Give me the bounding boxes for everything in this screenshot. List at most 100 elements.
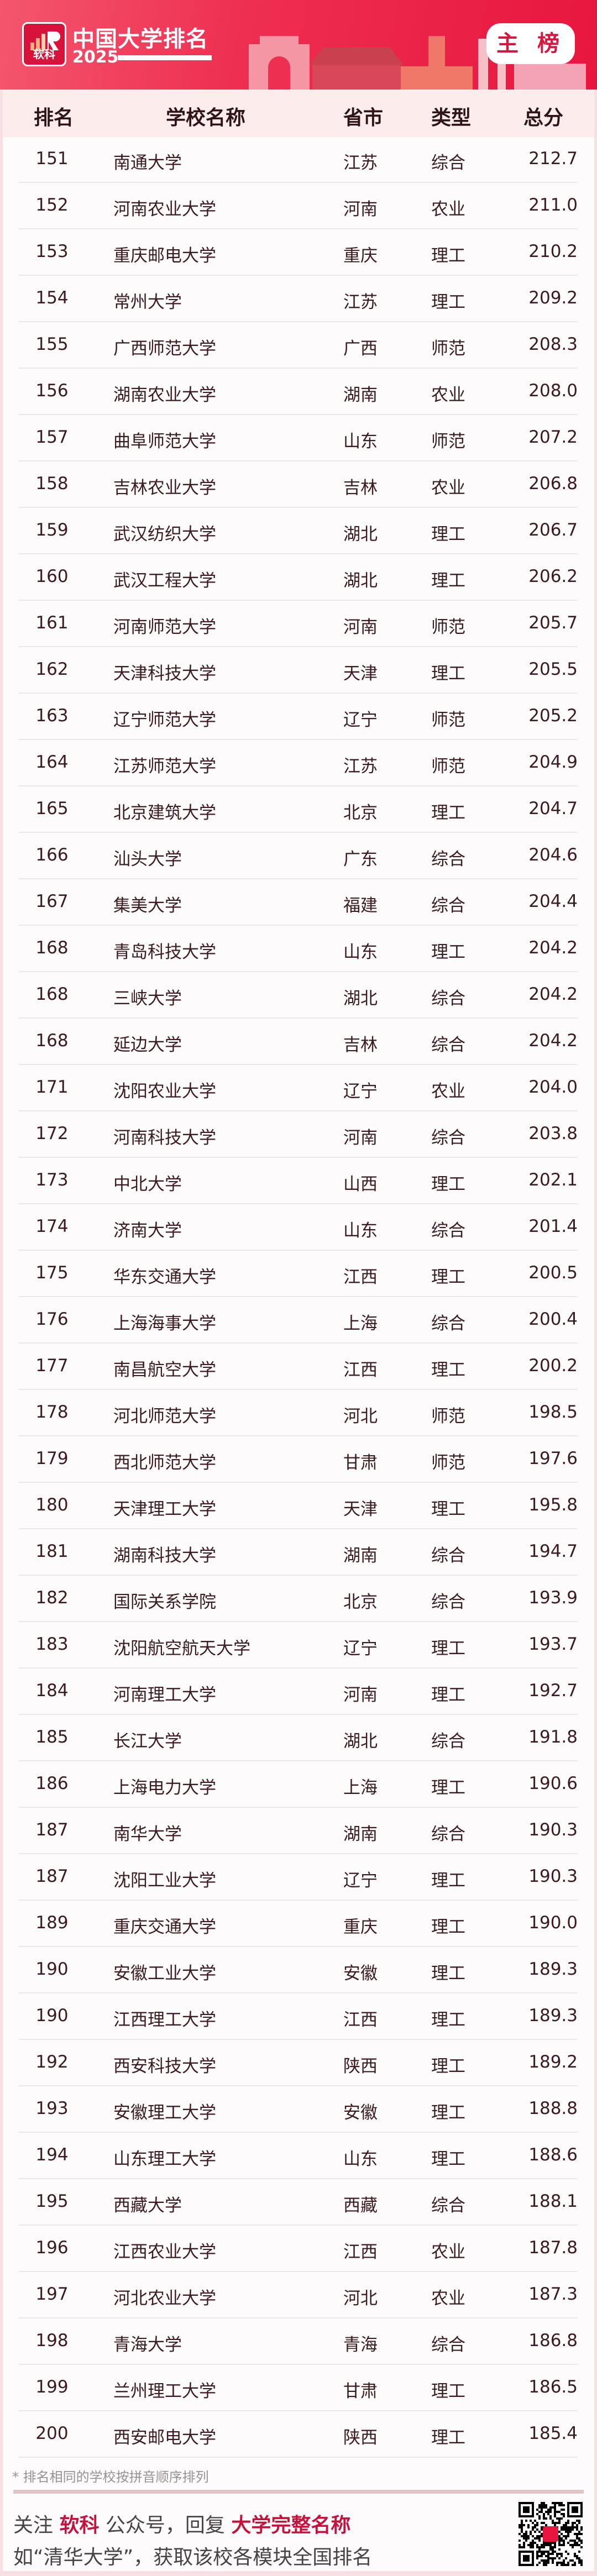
type-cell: 综合 xyxy=(431,2196,465,2216)
table-row: 160 武汉工程大学 湖北 理工 206.2 xyxy=(19,554,578,601)
province-cell: 河北 xyxy=(343,1407,378,1426)
rank-cell: 185 xyxy=(35,1727,69,1747)
type-cell: 理工 xyxy=(431,2428,465,2448)
type-cell: 理工 xyxy=(431,2149,465,2169)
type-cell: 师范 xyxy=(431,710,465,730)
province-cell: 山东 xyxy=(343,1221,378,1241)
province-cell: 湖北 xyxy=(343,1732,378,1751)
table-row: 159 武汉纺织大学 湖北 理工 206.7 xyxy=(19,508,578,554)
type-cell: 综合 xyxy=(431,2335,465,2355)
school-name-cell: 吉林农业大学 xyxy=(113,478,216,498)
table-row: 158 吉林农业大学 吉林 农业 206.8 xyxy=(19,461,578,508)
table-row: 152 河南农业大学 河南 农业 211.0 xyxy=(19,183,578,229)
column-header-rank: 排名 xyxy=(33,107,74,129)
score-cell: 204.9 xyxy=(528,752,578,772)
score-cell: 204.2 xyxy=(528,1031,578,1051)
rank-cell: 176 xyxy=(35,1309,69,1329)
type-cell: 师范 xyxy=(431,1407,465,1426)
score-cell: 189.2 xyxy=(528,2052,578,2072)
school-name-cell: 江西理工大学 xyxy=(113,2010,216,2030)
type-cell: 理工 xyxy=(431,2056,465,2076)
table-row: 190 安徽工业大学 安徽 理工 189.3 xyxy=(19,1947,578,1993)
bar-chart-logo-icon xyxy=(30,32,60,50)
table-row: 186 上海电力大学 上海 理工 190.6 xyxy=(19,1761,578,1808)
score-cell: 206.7 xyxy=(528,520,578,540)
column-header-province: 省市 xyxy=(343,107,384,129)
type-cell: 师范 xyxy=(431,757,465,777)
type-cell: 理工 xyxy=(431,942,465,962)
school-name-cell: 河北农业大学 xyxy=(113,2289,216,2309)
type-cell: 农业 xyxy=(431,1082,465,1101)
table-row: 168 三峡大学 湖北 综合 204.2 xyxy=(19,972,578,1019)
school-name-cell: 长江大学 xyxy=(113,1732,182,1751)
school-name-cell: 集美大学 xyxy=(113,896,182,916)
province-cell: 辽宁 xyxy=(343,1082,378,1101)
rank-cell: 187 xyxy=(35,1866,69,1886)
type-cell: 农业 xyxy=(431,2289,465,2309)
column-header-type: 类型 xyxy=(431,107,472,129)
table-row: 181 湖南科技大学 湖南 综合 194.7 xyxy=(19,1529,578,1576)
score-cell: 202.1 xyxy=(528,1170,578,1190)
type-cell: 理工 xyxy=(431,2381,465,2401)
score-cell: 205.2 xyxy=(528,706,578,726)
rank-cell: 186 xyxy=(35,1774,69,1793)
rank-cell: 153 xyxy=(35,242,69,261)
type-cell: 综合 xyxy=(431,849,465,869)
year-underline xyxy=(118,55,212,60)
table-row: 200 西安邮电大学 陕西 理工 185.4 xyxy=(19,2411,578,2458)
score-cell: 185.4 xyxy=(528,2423,578,2443)
school-name-cell: 北京建筑大学 xyxy=(113,803,216,823)
score-cell: 204.0 xyxy=(528,1077,578,1097)
school-name-cell: 湖南科技大学 xyxy=(113,1546,216,1566)
school-name-cell: 兰州理工大学 xyxy=(113,2381,216,2401)
type-cell: 农业 xyxy=(431,385,465,405)
rank-cell: 197 xyxy=(35,2284,69,2304)
rank-cell: 160 xyxy=(35,566,69,586)
score-cell: 204.4 xyxy=(528,891,578,911)
table-row: 187 沈阳工业大学 辽宁 理工 190.3 xyxy=(19,1854,578,1901)
score-cell: 201.4 xyxy=(528,1216,578,1236)
school-name-cell: 汕头大学 xyxy=(113,849,182,869)
score-cell: 187.3 xyxy=(528,2284,578,2304)
type-cell: 理工 xyxy=(431,1778,465,1798)
table-row: 174 济南大学 山东 综合 201.4 xyxy=(19,1204,578,1251)
score-cell: 208.3 xyxy=(528,334,578,354)
follow-instruction: 关注 软科 公众号，回复 大学完整名称 xyxy=(13,2509,350,2538)
table-row: 194 山东理工大学 山东 理工 188.6 xyxy=(19,2133,578,2179)
table-row: 166 汕头大学 广东 综合 204.6 xyxy=(19,833,578,879)
province-cell: 山东 xyxy=(343,942,378,962)
score-cell: 200.4 xyxy=(528,1309,578,1329)
table-row: 180 天津理工大学 天津 理工 195.8 xyxy=(19,1483,578,1529)
school-name-cell: 南昌航空大学 xyxy=(113,1360,216,1380)
school-name-cell: 西北师范大学 xyxy=(113,1453,216,1473)
follow-example: 如“清华大学”，获取该校各模块全国排名 xyxy=(13,2546,373,2569)
type-cell: 理工 xyxy=(431,2010,465,2030)
year-label: 2025 xyxy=(72,48,119,67)
rank-cell: 166 xyxy=(35,845,69,865)
province-cell: 吉林 xyxy=(343,478,378,498)
table-row: 179 西北师范大学 甘肃 师范 197.6 xyxy=(19,1436,578,1483)
province-cell: 辽宁 xyxy=(343,1639,378,1659)
school-name-cell: 天津科技大学 xyxy=(113,664,216,684)
table-row: 199 兰州理工大学 甘肃 理工 186.5 xyxy=(19,2365,578,2411)
school-name-cell: 安徽理工大学 xyxy=(113,2103,216,2123)
rank-cell: 165 xyxy=(35,799,69,819)
rank-cell: 182 xyxy=(35,1588,69,1608)
type-cell: 师范 xyxy=(431,339,465,359)
rank-cell: 199 xyxy=(35,2377,69,2397)
score-cell: 208.0 xyxy=(528,381,578,401)
province-cell: 河南 xyxy=(343,1128,378,1148)
table-row: 176 上海海事大学 上海 综合 200.4 xyxy=(19,1297,578,1344)
school-name-cell: 南华大学 xyxy=(113,1824,182,1844)
table-row: 184 河南理工大学 河南 理工 192.7 xyxy=(19,1669,578,1715)
follow-text-a: 关注 xyxy=(13,2514,60,2537)
table-row: 171 沈阳农业大学 辽宁 农业 204.0 xyxy=(19,1065,578,1111)
school-name-cell: 三峡大学 xyxy=(113,989,182,1009)
province-cell: 山东 xyxy=(343,432,378,452)
school-name-cell: 曲阜师范大学 xyxy=(113,432,216,452)
school-name-cell: 上海电力大学 xyxy=(113,1778,216,1798)
school-name-cell: 河北师范大学 xyxy=(113,1407,216,1426)
score-cell: 206.8 xyxy=(528,474,578,494)
school-name-cell: 常州大学 xyxy=(113,292,182,312)
school-name-cell: 河南理工大学 xyxy=(113,1685,216,1705)
